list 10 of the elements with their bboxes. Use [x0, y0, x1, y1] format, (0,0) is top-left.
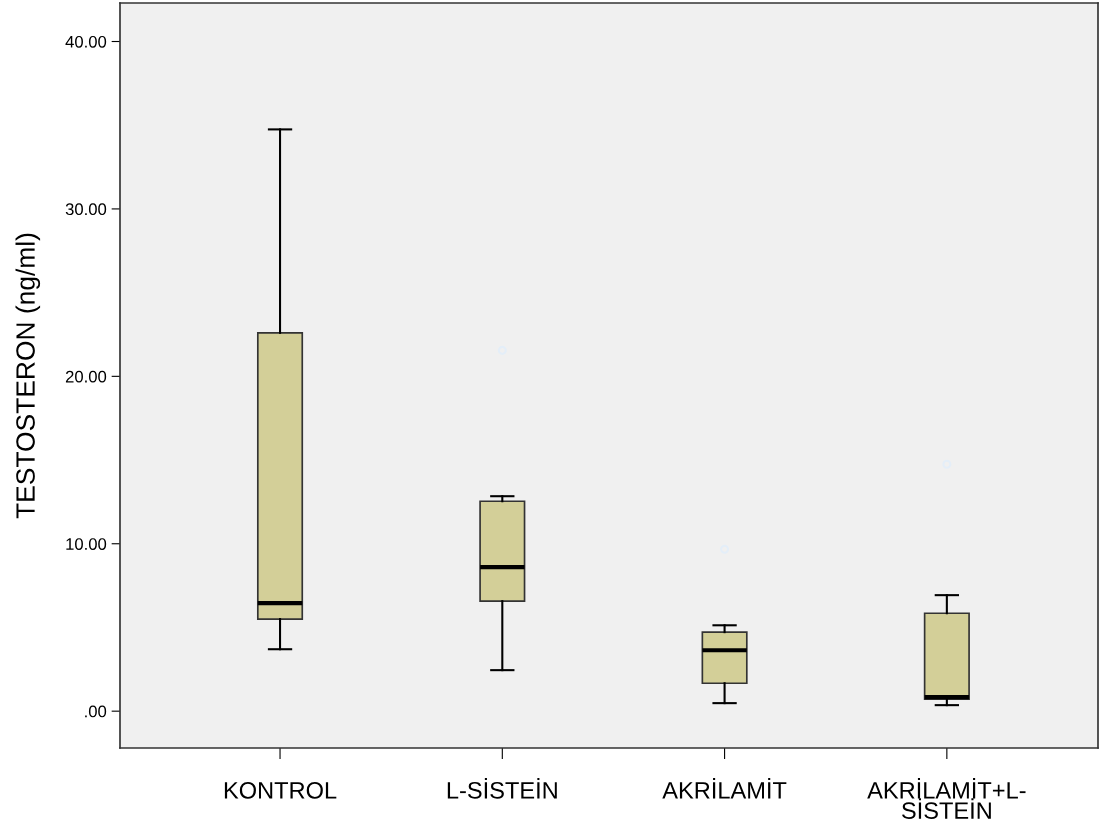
y-tick-label: .00: [85, 705, 107, 718]
y-tick-label: 30.00: [65, 203, 107, 216]
y-axis-title: TESTOSTERON (ng/ml): [15, 233, 41, 519]
x-tick-label: KONTROL: [224, 781, 337, 799]
y-tick-label: 40.00: [65, 35, 107, 48]
y-tick-label: 10.00: [66, 538, 107, 550]
y-tick-label: 20.00: [65, 370, 107, 383]
x-tick-label: AKRİLAMİT: [662, 778, 787, 799]
x-tick-label: L-SİSTEİN: [447, 778, 557, 799]
x-tick-label: AKRİLAMİT+L- SİSTEİN: [867, 778, 1026, 819]
